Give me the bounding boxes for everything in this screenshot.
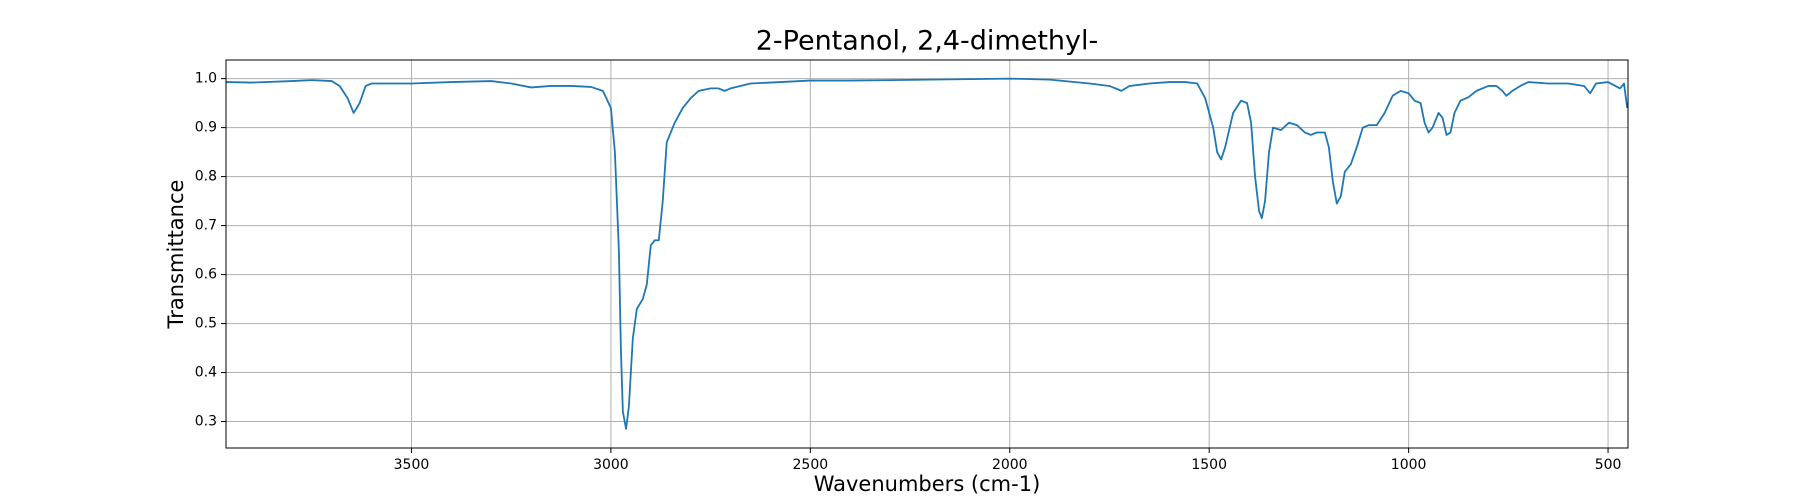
y-tick-label: 0.8 [195, 169, 217, 185]
y-tick-label: 1.0 [195, 71, 217, 87]
y-tick-label: 0.6 [195, 267, 217, 283]
y-tick-label: 0.4 [195, 365, 217, 381]
spectrum-line [226, 77, 1628, 430]
x-tick-label: 1000 [1391, 457, 1427, 473]
plot-frame [225, 59, 1629, 449]
y-tick-label: 0.3 [195, 414, 217, 430]
x-tick-label: 2000 [992, 457, 1028, 473]
x-tick-label: 500 [1595, 457, 1622, 473]
y-tick-label: 0.9 [195, 120, 217, 136]
chart-title: 2-Pentanol, 2,4-dimethyl- [756, 26, 1099, 57]
x-tick-label: 3500 [394, 457, 430, 473]
y-tick-label: 0.5 [195, 316, 217, 332]
x-tick-label: 2500 [793, 457, 829, 473]
x-tick-label: 1500 [1191, 457, 1227, 473]
y-tick-label: 0.7 [195, 218, 217, 234]
x-axis-label: Wavenumbers (cm-1) [814, 472, 1041, 496]
y-axis-label: Transmittance [164, 180, 188, 330]
x-tick-label: 3000 [593, 457, 629, 473]
